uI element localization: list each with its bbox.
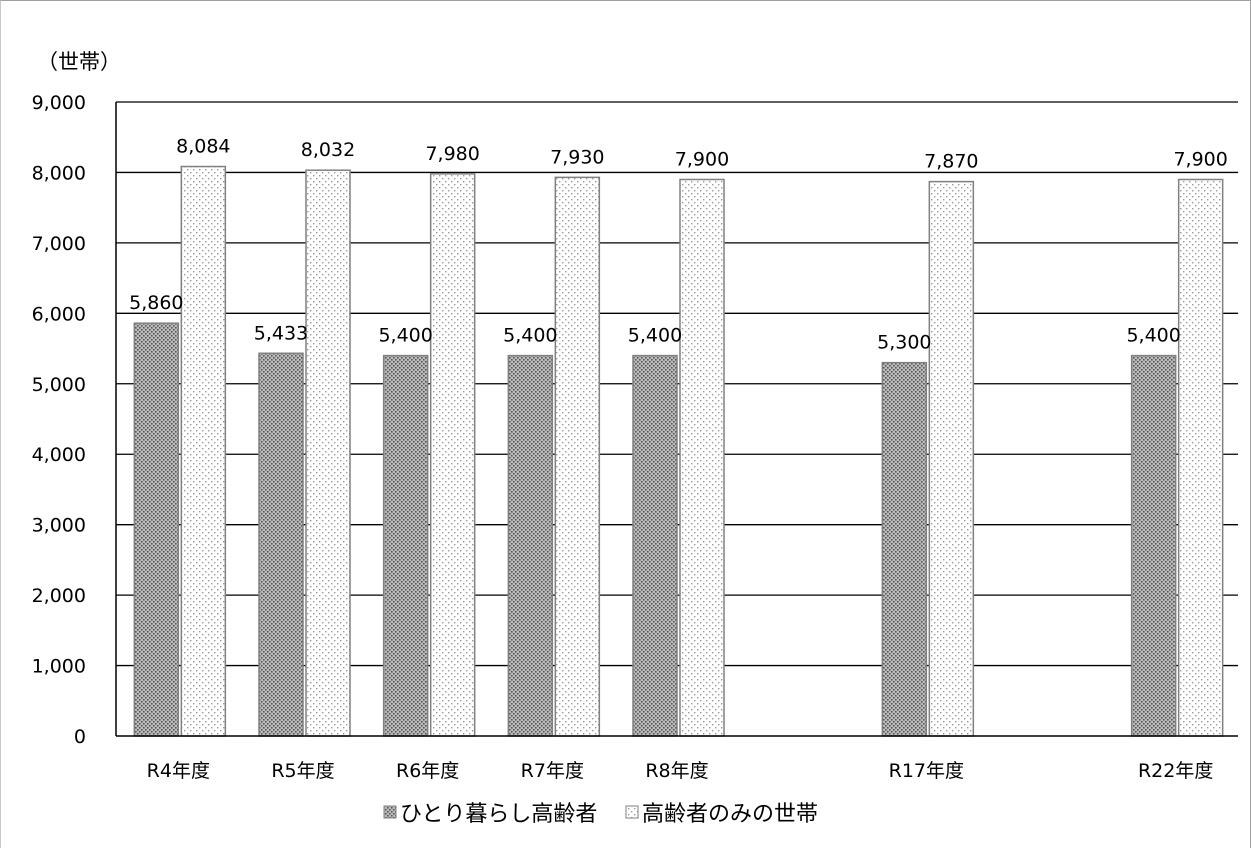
data-label: 7,870: [924, 151, 978, 173]
data-label: 7,900: [1173, 148, 1227, 170]
data-label: 5,400: [1126, 325, 1180, 347]
y-tick-label: 2,000: [32, 585, 86, 607]
data-label: 5,400: [378, 325, 432, 347]
bar-single-elderly-6: [1130, 354, 1177, 737]
legend-label: ひとり暮らし高齢者: [400, 802, 597, 827]
data-label: 5,860: [129, 292, 183, 314]
x-category-label: R8年度: [645, 760, 708, 782]
bars: [133, 165, 1224, 737]
legend-label: 高齢者のみの世帯: [642, 802, 818, 827]
data-label: 5,400: [503, 325, 557, 347]
bar-elderly-only-1: [305, 169, 351, 737]
bar-single-elderly-4: [632, 354, 678, 737]
y-tick-label: 0: [74, 726, 86, 748]
y-tick-label: 4,000: [32, 444, 86, 466]
bar-single-elderly-3: [507, 354, 554, 737]
data-label: 7,980: [425, 143, 479, 165]
bar-single-elderly-5: [881, 361, 928, 737]
y-tick-label: 1,000: [32, 656, 86, 678]
bar-single-elderly-2: [382, 354, 429, 737]
legend-swatch: [625, 805, 639, 819]
bar-elderly-only-0: [180, 165, 227, 737]
x-category-label: R5年度: [271, 760, 334, 782]
bar-elderly-only-3: [554, 176, 601, 737]
bar-single-elderly-1: [258, 352, 304, 737]
y-tick-label: 9,000: [32, 92, 86, 114]
bar-elderly-only-6: [1177, 178, 1224, 737]
x-category-labels: R4年度 R5年度 R6年度 R7年度 R8年度 R17年度 R22年度: [147, 760, 1214, 782]
bar-elderly-only-2: [429, 173, 476, 737]
bar-elderly-only-4: [679, 178, 725, 737]
legend: ひとり暮らし高齢者 高齢者のみの世帯: [383, 802, 818, 827]
y-tick-label: 6,000: [32, 303, 86, 325]
x-category-label: R22年度: [1138, 760, 1213, 782]
bar-single-elderly-0: [133, 322, 180, 737]
y-tick-label: 3,000: [32, 515, 86, 537]
data-labels: 5,860 8,084 5,433 8,032 5,400 7,980 5,400 7,930…: [129, 136, 1228, 354]
data-label: 7,930: [550, 146, 604, 168]
data-label: 5,400: [628, 325, 682, 347]
y-tick-label: 5,000: [32, 374, 86, 396]
x-category-label: R7年度: [521, 760, 584, 782]
x-category-label: R6年度: [396, 760, 459, 782]
data-label: 5,433: [254, 322, 308, 344]
y-tick-label: 8,000: [32, 162, 86, 184]
x-category-label: R17年度: [889, 760, 964, 782]
y-axis-unit-label: （世帯）: [37, 50, 121, 74]
x-category-label: R4年度: [147, 760, 210, 782]
data-label: 5,300: [877, 332, 931, 354]
data-label: 8,084: [176, 136, 230, 158]
bar-elderly-only-5: [928, 180, 975, 737]
axes: [115, 102, 1238, 737]
data-label: 8,032: [301, 139, 355, 161]
y-tick-labels: 0 1,000 2,000 3,000 4,000 5,000 6,000 7,000 8,00…: [32, 92, 86, 748]
legend-swatch: [383, 805, 397, 819]
data-label: 7,900: [675, 148, 729, 170]
y-tick-label: 7,000: [32, 233, 86, 255]
